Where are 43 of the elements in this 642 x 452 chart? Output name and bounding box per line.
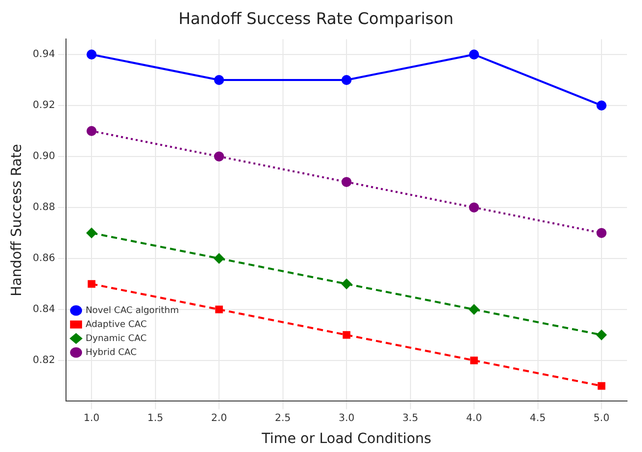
point — [214, 151, 224, 162]
legend-label: Adaptive CAC — [86, 320, 147, 330]
y-tick-label: 0.92 — [32, 100, 56, 112]
y-tick-label: 0.90 — [32, 151, 56, 162]
x-tick-label: 1.0 — [84, 412, 100, 424]
point — [86, 49, 97, 60]
x-tick-label: 5.0 — [594, 412, 610, 424]
point — [342, 74, 352, 85]
point — [342, 331, 350, 339]
y-tick-label: 0.94 — [32, 49, 56, 60]
point — [596, 330, 607, 340]
point — [86, 228, 97, 238]
point — [215, 306, 223, 314]
y-tick-label: 0.82 — [32, 355, 56, 366]
x-tick-label: 2.5 — [274, 412, 291, 424]
point — [469, 202, 480, 212]
y-tick-label: 0.84 — [32, 304, 56, 316]
point — [470, 356, 478, 364]
legend-label: Dynamic CAC — [86, 334, 147, 344]
x-tick-label: 3.5 — [402, 412, 418, 424]
point — [88, 280, 96, 288]
x-axis-title: Time or Load Conditions — [260, 431, 432, 448]
y-tick-label: 0.88 — [32, 202, 56, 214]
point — [469, 304, 480, 314]
x-tick-label: 4.5 — [530, 412, 546, 424]
point — [214, 253, 224, 264]
point — [214, 74, 224, 85]
legend-label: Novel CAC algorithm — [86, 306, 179, 316]
point — [86, 126, 97, 136]
point — [598, 382, 606, 390]
point — [596, 100, 607, 110]
legend-label: Hybrid CAC — [86, 348, 137, 358]
point — [342, 278, 352, 289]
x-tick-label: 4.0 — [466, 412, 482, 424]
y-tick-label: 0.86 — [32, 253, 56, 264]
point — [596, 228, 607, 238]
x-tick-label: 3.0 — [338, 412, 354, 424]
x-tick-label: 2.0 — [211, 412, 227, 424]
point — [342, 176, 352, 187]
chart-title: Handoff Success Rate Comparison — [178, 8, 454, 28]
x-tick-label: 1.5 — [147, 412, 164, 424]
point — [469, 49, 480, 60]
y-axis-title: Handoff Success Rate — [9, 144, 26, 296]
